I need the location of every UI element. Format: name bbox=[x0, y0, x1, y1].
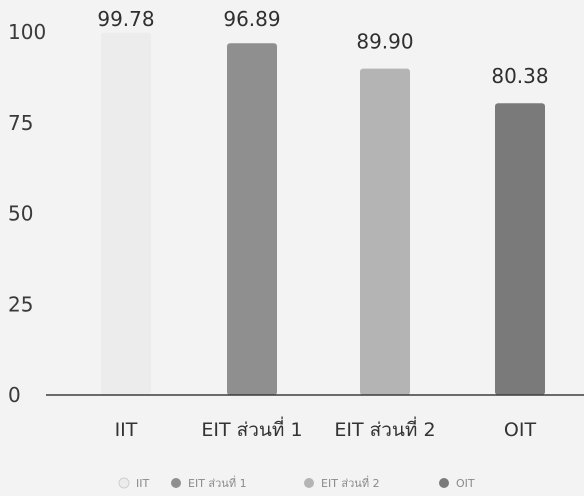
legend-label: EIT ส่วนที่ 2 bbox=[321, 475, 380, 490]
x-axis-ticks: IIT EIT ส่วนที่ 1 EIT ส่วนที่ 2 OIT bbox=[115, 416, 537, 441]
bar bbox=[360, 68, 410, 396]
value-label: 80.38 bbox=[491, 64, 548, 88]
y-tick-label: 100 bbox=[8, 20, 46, 44]
x-tick-label: EIT ส่วนที่ 1 bbox=[201, 416, 302, 441]
legend-swatch bbox=[304, 478, 314, 488]
y-tick-label: 25 bbox=[8, 292, 33, 316]
y-tick-label: 0 bbox=[8, 383, 21, 407]
bar bbox=[101, 32, 151, 396]
y-axis-ticks: 0 25 50 75 100 bbox=[8, 20, 46, 407]
value-label: 96.89 bbox=[223, 7, 280, 31]
value-label: 89.90 bbox=[356, 30, 413, 54]
legend-label: IIT bbox=[136, 477, 149, 490]
y-tick-label: 50 bbox=[8, 202, 33, 226]
legend-swatch bbox=[118, 477, 130, 489]
value-labels: 99.78 96.89 89.90 80.38 bbox=[97, 7, 548, 88]
x-tick-label: IIT bbox=[115, 419, 138, 441]
y-tick-label: 75 bbox=[8, 111, 33, 135]
legend-swatch bbox=[171, 478, 181, 488]
x-tick-label: EIT ส่วนที่ 2 bbox=[334, 416, 435, 441]
value-label: 99.78 bbox=[97, 7, 154, 31]
bar bbox=[495, 103, 545, 396]
legend-label: OIT bbox=[456, 477, 475, 490]
legend: IIT EIT ส่วนที่ 1 EIT ส่วนที่ 2 OIT bbox=[118, 475, 475, 490]
x-tick-label: OIT bbox=[504, 419, 537, 441]
legend-label: EIT ส่วนที่ 1 bbox=[188, 475, 247, 490]
legend-swatch bbox=[439, 478, 449, 488]
bars-group bbox=[101, 32, 545, 396]
bar bbox=[227, 43, 277, 395]
